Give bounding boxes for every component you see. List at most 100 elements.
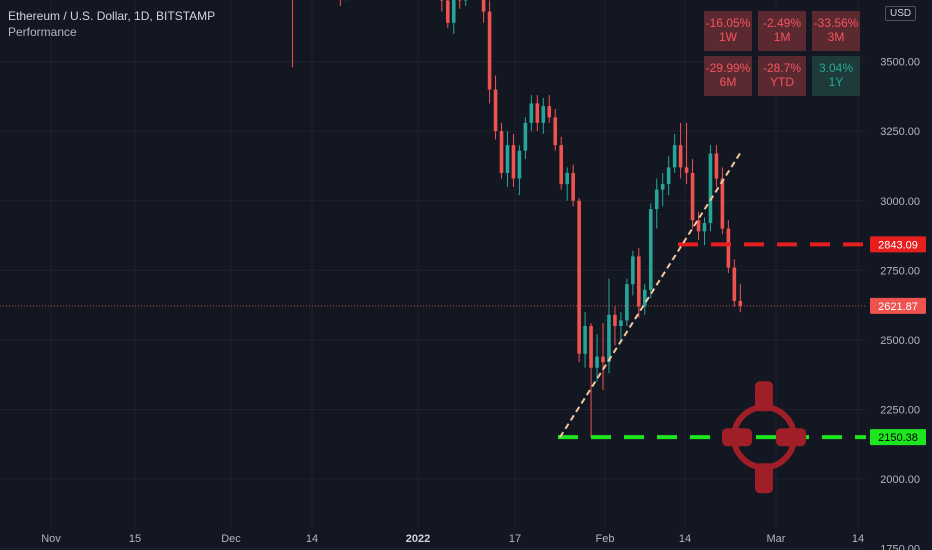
candle-body [637,256,641,307]
candle-body [678,145,683,168]
trendline [559,152,741,438]
candle-body [625,284,629,321]
x-tick-label: 15 [129,533,141,545]
candle-body [559,145,564,185]
candle-body [583,325,587,354]
candle [481,0,486,23]
y-tick-label: 1750.00 [880,544,920,550]
performance-value: 3.04% [818,61,854,75]
candle [732,259,737,307]
candle [720,167,725,235]
candle [648,203,653,299]
candle [529,95,534,132]
performance-cell-6m: -29.99% 6M [704,56,752,96]
candle-body [607,314,611,363]
candle-body [511,145,516,179]
chart-title: Ethereum / U.S. Dollar, 1D, BITSTAMP [8,9,216,23]
candle-body [565,172,569,185]
candle [547,95,552,123]
candle [642,284,647,315]
candle-body [535,103,540,123]
candle [451,0,456,34]
support-price-tag [870,429,926,446]
y-tick-label: 3250.00 [880,126,920,138]
candle-body [595,356,599,368]
candle-body [654,189,659,210]
x-tick-label: Mar [767,533,786,545]
candle-body [571,172,575,201]
candle [445,0,450,29]
x-tick-label: Dec [221,533,241,545]
candle-body [619,320,623,326]
candle [678,122,683,179]
candle [440,0,444,12]
candle [666,156,671,196]
candle [589,323,593,438]
candle-body [499,131,504,173]
candle-body [631,256,635,285]
indicator-label[interactable]: Performance [8,25,77,39]
performance-value: -33.56% [813,16,859,30]
candle [463,0,468,6]
candle [583,312,587,368]
performance-cell-3m: -33.56% 3M [812,11,860,51]
candle [613,306,617,346]
candle [607,278,611,374]
current-price-label: 2621.87 [878,301,918,313]
performance-value: -2.49% [762,16,802,30]
performance-period: 1W [719,30,737,44]
target-arm-right [776,428,806,447]
target-marker [722,381,806,494]
performance-period: 6M [719,75,737,89]
performance-cell-ytd: -28.7% YTD [758,56,806,96]
y-tick-label: 2000.00 [880,474,920,486]
candle-body [672,145,677,168]
x-tick-label: 14 [306,533,318,545]
candle [499,122,504,179]
candle [565,167,569,201]
candle-body [684,167,689,173]
candle [577,197,581,363]
candle [625,278,629,326]
candle-body [445,0,450,23]
candle-body [493,89,498,132]
chart-axes: 1750.00 2000.00 2250.00 2500.00 2750.00 3000.… [41,57,920,550]
performance-value: -29.99% [705,61,751,75]
candle-body [577,200,581,354]
candle-body [547,106,552,118]
y-tick-label: 3500.00 [880,57,920,69]
candle [517,145,522,196]
candle [684,122,689,185]
candle-body [666,167,671,185]
candle [637,248,641,318]
performance-period: 3M [827,30,845,44]
candle [523,117,528,160]
performance-value: -16.05% [705,16,751,30]
resistance-price-label: 2843.09 [878,239,918,251]
candle-body [613,314,617,326]
resistance-price-tag [870,236,926,253]
chart-annotations: 2843.09 2150.38 2621.87 [0,152,926,494]
candle [601,323,605,390]
candle-body [660,184,665,190]
currency-label[interactable]: USD [885,6,917,21]
candle-body [708,153,713,224]
candle-body [517,150,522,179]
candle [690,159,695,229]
candle [595,334,599,382]
x-tick-label: Feb [596,533,615,545]
candle-body [642,289,647,307]
candle-body [696,220,701,232]
x-tick-label: Nov [41,533,61,545]
candle-body [738,300,743,306]
candle-body [726,228,731,268]
y-tick-label: 2500.00 [880,335,920,347]
candle [738,284,743,313]
current-price-tag [870,297,926,314]
candle [511,133,516,187]
candle [487,0,492,104]
y-tick-label: 2750.00 [880,265,920,277]
candle [553,108,558,151]
candle [660,172,665,207]
y-tick-label: 3000.00 [880,196,920,208]
